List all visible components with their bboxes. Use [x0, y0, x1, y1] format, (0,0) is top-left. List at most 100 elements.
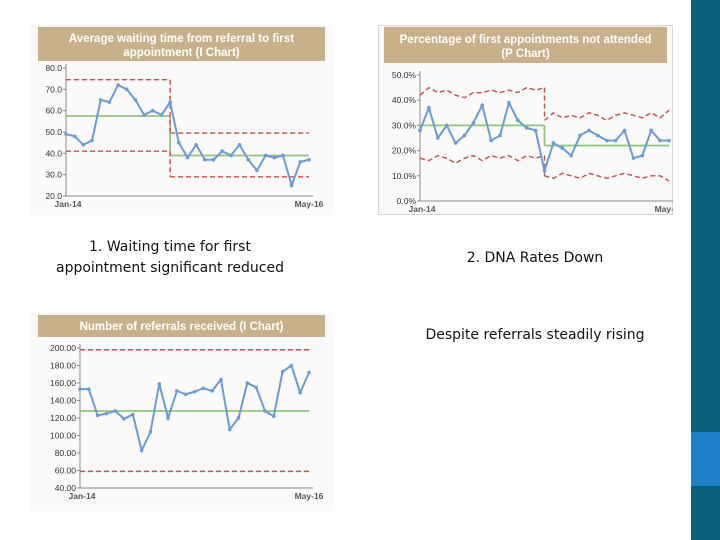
- data-point: [551, 141, 556, 145]
- data-point: [131, 412, 135, 417]
- y-tick-label: 10.0%: [392, 171, 417, 181]
- data-point: [78, 387, 82, 391]
- y-tick-label: 0.0%: [397, 196, 417, 206]
- data-point: [183, 392, 188, 397]
- chart-svg: Number of referrals received (I Chart) 20…: [30, 313, 333, 511]
- data-point: [201, 386, 206, 391]
- data-point: [533, 128, 538, 133]
- data-point: [124, 87, 129, 92]
- data-point: [498, 133, 502, 138]
- data-point: [471, 121, 476, 125]
- data-point: [142, 113, 146, 117]
- y-tick-label: 30.0: [45, 170, 62, 180]
- y-tick-label: 80.00: [55, 448, 77, 458]
- data-point: [255, 168, 259, 173]
- y-tick-label: 60.00: [55, 466, 77, 476]
- data-point: [133, 98, 138, 102]
- slide-sidebar-band: [665, 0, 720, 540]
- y-tick-label: 40.00: [55, 483, 77, 493]
- data-point: [95, 413, 100, 418]
- data-point: [667, 138, 671, 143]
- x-tick-label-end: May-16: [295, 199, 324, 209]
- y-tick-label: 60.0: [45, 106, 62, 116]
- referrals-chart: Number of referrals received (I Chart) 20…: [30, 313, 333, 511]
- data-point: [435, 136, 440, 140]
- data-point: [139, 448, 144, 453]
- data-point: [569, 153, 573, 158]
- caption-waiting-time: 1. Waiting time for first appointment si…: [56, 239, 284, 276]
- data-point: [116, 83, 120, 87]
- data-point: [280, 369, 285, 374]
- data-point: [289, 183, 294, 188]
- data-point: [246, 157, 251, 162]
- chart-title: Percentage of first appointments not att…: [400, 34, 652, 60]
- data-point: [185, 155, 190, 160]
- chart-title-band: [384, 27, 667, 63]
- dna-rate-chart: Percentage of first appointments not att…: [378, 25, 673, 215]
- y-tick-label: 200.00: [50, 343, 76, 353]
- data-point: [263, 409, 267, 413]
- x-tick-label-end: May-16: [655, 204, 673, 214]
- lower-control-limit: [419, 154, 545, 165]
- data-point: [236, 416, 241, 420]
- data-point: [604, 138, 609, 143]
- data-point: [613, 138, 618, 143]
- data-point: [219, 377, 223, 382]
- data-point: [194, 143, 198, 147]
- data-point: [289, 363, 294, 368]
- data-point: [281, 153, 285, 158]
- data-point: [64, 132, 68, 136]
- y-tick-label: 40.0%: [392, 95, 417, 105]
- upper-control-limit: [419, 86, 545, 99]
- x-tick-label-start: Jan-14: [69, 491, 96, 501]
- y-tick-label: 140.00: [50, 396, 76, 406]
- data-point: [104, 411, 109, 416]
- chart-title-band: [38, 27, 325, 61]
- caption-referrals-rising: Despite referrals steadily rising: [425, 327, 645, 343]
- chart-title-line-1: Average waiting time from referral to fi…: [69, 33, 294, 45]
- data-point: [542, 168, 547, 173]
- chart-title-line-1: Percentage of first appointments not att…: [400, 34, 652, 46]
- chart-frame: [378, 25, 673, 215]
- data-point: [418, 128, 422, 133]
- data-point: [168, 100, 172, 104]
- data-point: [98, 98, 103, 102]
- x-tick-label-start: Jan-14: [55, 199, 82, 209]
- chart-title: Average waiting time from referral to fi…: [69, 33, 294, 59]
- data-point: [524, 126, 529, 130]
- data-point: [640, 153, 645, 158]
- data-point: [237, 143, 242, 147]
- data-point: [177, 140, 181, 145]
- data-point: [157, 382, 162, 386]
- data-point: [87, 387, 91, 391]
- data-point: [175, 389, 179, 393]
- data-point: [271, 414, 276, 419]
- y-tick-label: 50.0: [45, 127, 62, 137]
- y-tick-label: 40.0: [45, 148, 62, 158]
- y-tick-label: 30.0%: [392, 120, 417, 130]
- chart-title-band: [38, 315, 325, 337]
- y-tick-label: 70.0: [45, 84, 62, 94]
- upper-control-limit: [544, 109, 670, 122]
- x-tick-label-start: Jan-14: [409, 204, 436, 214]
- data-point: [254, 385, 258, 390]
- data-point: [578, 133, 582, 138]
- y-tick-label: 20.0%: [392, 146, 417, 156]
- y-tick-label: 20.0: [45, 191, 62, 201]
- data-point: [220, 149, 225, 153]
- y-tick-label: 80.0: [45, 63, 62, 73]
- data-point: [210, 389, 214, 393]
- y-tick-label: 100.00: [50, 431, 76, 441]
- data-point: [245, 381, 250, 385]
- y-tick-label: 180.00: [50, 361, 76, 371]
- data-point: [560, 146, 565, 150]
- data-point: [507, 100, 511, 105]
- chart-svg: Percentage of first appointments not att…: [378, 25, 673, 215]
- chart-title-line-2: appointment (I Chart): [123, 47, 239, 59]
- data-point: [298, 160, 303, 164]
- data-point: [462, 133, 467, 138]
- data-point: [587, 128, 591, 133]
- data-point: [596, 133, 600, 138]
- data-point: [298, 390, 302, 395]
- data-point: [113, 409, 118, 413]
